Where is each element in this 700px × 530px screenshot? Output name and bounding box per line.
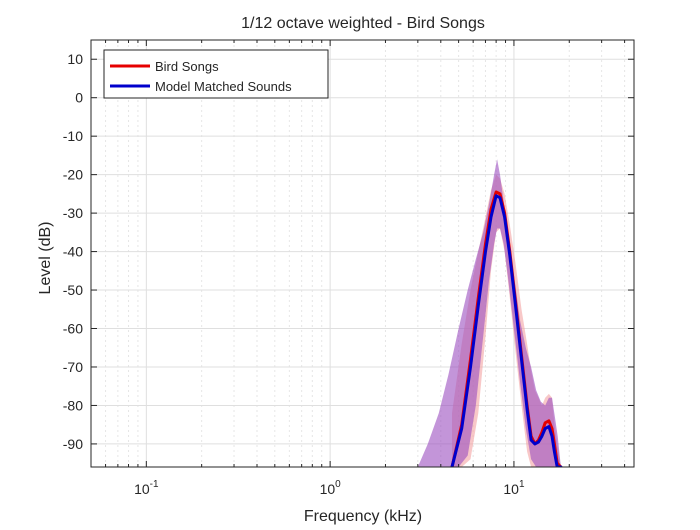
y-tick-label: 10 — [67, 51, 83, 67]
y-tick-label: -10 — [63, 128, 83, 144]
y-tick-label: -50 — [63, 282, 83, 298]
legend-label: Bird Songs — [155, 59, 219, 74]
legend-label: Model Matched Sounds — [155, 79, 292, 94]
plot-area — [417, 159, 566, 467]
chart-title: 1/12 octave weighted - Bird Songs — [241, 15, 485, 32]
axes-box — [90, 39, 635, 468]
legend-box — [103, 49, 329, 99]
grid — [90, 40, 634, 467]
y-tick-label: -60 — [63, 321, 83, 337]
y-tick-label: -70 — [63, 359, 83, 375]
x-axis-label: Frequency (kHz) — [304, 508, 422, 525]
x-tick-label: 10-1 — [134, 479, 159, 497]
series-line — [450, 194, 563, 467]
y-axis-label: Level (dB) — [37, 222, 54, 295]
y-tick-label: -40 — [63, 244, 83, 260]
y-tick-label: -20 — [63, 167, 83, 183]
y-tick-label: -30 — [63, 205, 83, 221]
y-tick-label: -80 — [63, 397, 83, 413]
legend: Bird Songs Model Matched Sounds — [103, 49, 329, 99]
x-tick-label: 100 — [320, 479, 342, 497]
x-tick-label: 101 — [503, 479, 525, 497]
y-tick-label: 0 — [75, 90, 83, 106]
ticks — [90, 40, 634, 467]
y-tick-label: -90 — [63, 436, 83, 452]
